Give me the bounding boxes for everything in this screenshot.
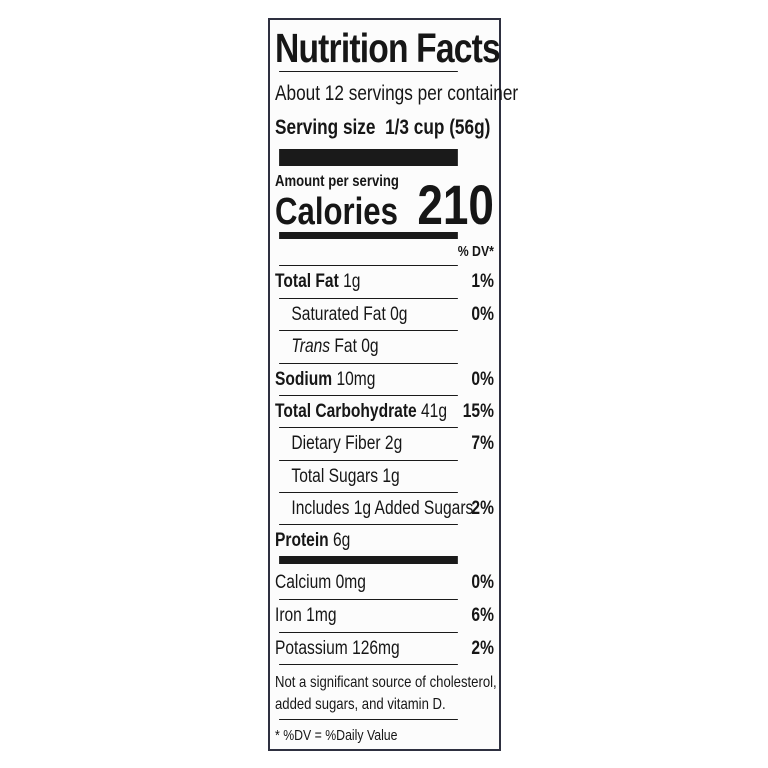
nutrient-total-fat: Total Fat 1g 1% [275, 271, 494, 293]
divider [279, 664, 458, 665]
nutrient-amount: 2g [384, 433, 403, 454]
nutrient-dv: 2% [471, 498, 494, 519]
thick-divider [279, 556, 458, 564]
nutrient-amount: 41g [421, 401, 448, 422]
divider [279, 719, 458, 720]
divider [279, 298, 458, 299]
nutrient-sodium: Sodium 10mg 0% [275, 369, 494, 391]
nutrient-name: Includes 1g Added Sugars [291, 498, 474, 519]
nutrient-trans-fat: Trans Fat 0g [291, 336, 494, 358]
mineral-dv: 2% [471, 638, 494, 659]
nutrient-amount: 0g [361, 336, 379, 357]
nutrient-protein: Protein 6g [275, 530, 494, 552]
nutrient-amount: 10mg [336, 369, 376, 390]
note-line-1: Not a significant source of cholesterol, [275, 674, 497, 691]
nutrient-total-sugars: Total Sugars 1g [291, 466, 494, 488]
mineral-dv: 6% [471, 605, 494, 626]
medium-divider [279, 232, 458, 239]
calories-value: 210 [417, 173, 494, 236]
mineral-iron: Iron 1mg 6% [275, 605, 494, 627]
nutrient-name: Total Sugars [291, 466, 379, 487]
servings-per-container: About 12 servings per container [275, 82, 519, 105]
footnote: * %DV = %Daily Value [275, 727, 398, 744]
divider [279, 524, 458, 525]
nutrition-facts-label: Nutrition Facts About 12 servings per co… [268, 18, 519, 751]
nutrient-dv: 7% [471, 433, 494, 454]
mineral-name: Calcium 0mg [275, 572, 366, 593]
nutrient-amount: 1g [382, 466, 400, 487]
nutrient-name: Trans [291, 336, 331, 357]
nutrient-name: Total Fat [275, 271, 339, 292]
nutrient-total-carbohydrate: Total Carbohydrate 41g 15% [275, 401, 494, 423]
thick-divider [279, 149, 458, 166]
divider [279, 492, 458, 493]
amount-per-serving: Amount per serving [275, 173, 399, 190]
nutrient-added-sugars: Includes 1g Added Sugars 2% [291, 498, 494, 520]
divider [279, 71, 458, 72]
nutrient-amount: 6g [333, 530, 351, 551]
nutrient-name: Saturated Fat [291, 304, 386, 325]
nutrient-name: Dietary Fiber [291, 433, 381, 454]
divider [279, 363, 458, 364]
nutrient-amount: 1g [343, 271, 361, 292]
divider [279, 395, 458, 396]
serving-size-label: Serving size [275, 116, 376, 139]
nutrient-name-rest: Fat [334, 336, 357, 357]
mineral-name: Iron 1mg [275, 605, 337, 626]
nutrient-dietary-fiber: Dietary Fiber 2g 7% [291, 433, 494, 455]
divider [279, 265, 458, 266]
dv-header: % DV* [457, 243, 494, 260]
nutrient-dv: 0% [471, 304, 494, 325]
mineral-calcium: Calcium 0mg 0% [275, 572, 494, 594]
nutrient-dv: 1% [471, 271, 494, 292]
note-line-2: added sugars, and vitamin D. [275, 696, 446, 713]
calories-label: Calories [275, 191, 398, 233]
divider [279, 599, 458, 600]
nutrient-name: Protein [275, 530, 329, 551]
divider [279, 330, 458, 331]
divider [279, 427, 458, 428]
divider [279, 632, 458, 633]
serving-size-value: 1/3 cup (56g) [385, 116, 491, 139]
nutrient-amount: 0g [390, 304, 408, 325]
mineral-potassium: Potassium 126mg 2% [275, 638, 494, 660]
nutrient-dv: 0% [471, 369, 494, 390]
nutrient-name: Sodium [275, 369, 333, 390]
serving-size: Serving size 1/3 cup (56g) [275, 117, 494, 139]
mineral-dv: 0% [471, 572, 494, 593]
nutrient-dv: 15% [462, 401, 494, 422]
mineral-name: Potassium 126mg [275, 638, 400, 659]
label-title: Nutrition Facts [275, 25, 501, 71]
nutrient-name: Total Carbohydrate [275, 401, 417, 422]
divider [279, 460, 458, 461]
nutrient-saturated-fat: Saturated Fat 0g 0% [291, 304, 494, 326]
